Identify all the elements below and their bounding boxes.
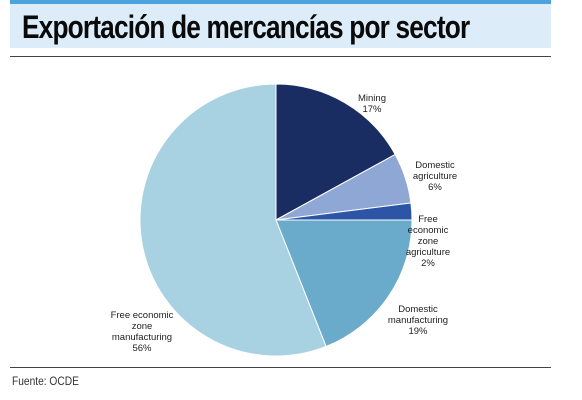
pie-slice xyxy=(275,219,413,348)
pie-slice xyxy=(275,83,396,221)
pie-slices xyxy=(139,83,413,357)
source-note: Fuente: OCDE xyxy=(12,374,79,388)
chart-title: Exportación de mercancías por sector xyxy=(22,9,470,45)
slice-label: Domestic agriculture 6% xyxy=(413,160,457,193)
slice-label: Free economic zone agriculture 2% xyxy=(406,214,450,269)
slice-label: Domestic manufacturing 19% xyxy=(388,304,448,337)
pie-slice xyxy=(139,83,327,357)
slice-label: Mining 17% xyxy=(358,93,386,115)
bottom-rule xyxy=(10,367,551,368)
slice-label: Free economic zone manufacturing 56% xyxy=(111,310,174,354)
top-rule xyxy=(10,56,551,57)
title-bar: Exportación de mercancías por sector xyxy=(10,0,551,48)
slice-labels: Mining 17% Domestic agriculture 6% Free econom… xyxy=(111,93,458,354)
